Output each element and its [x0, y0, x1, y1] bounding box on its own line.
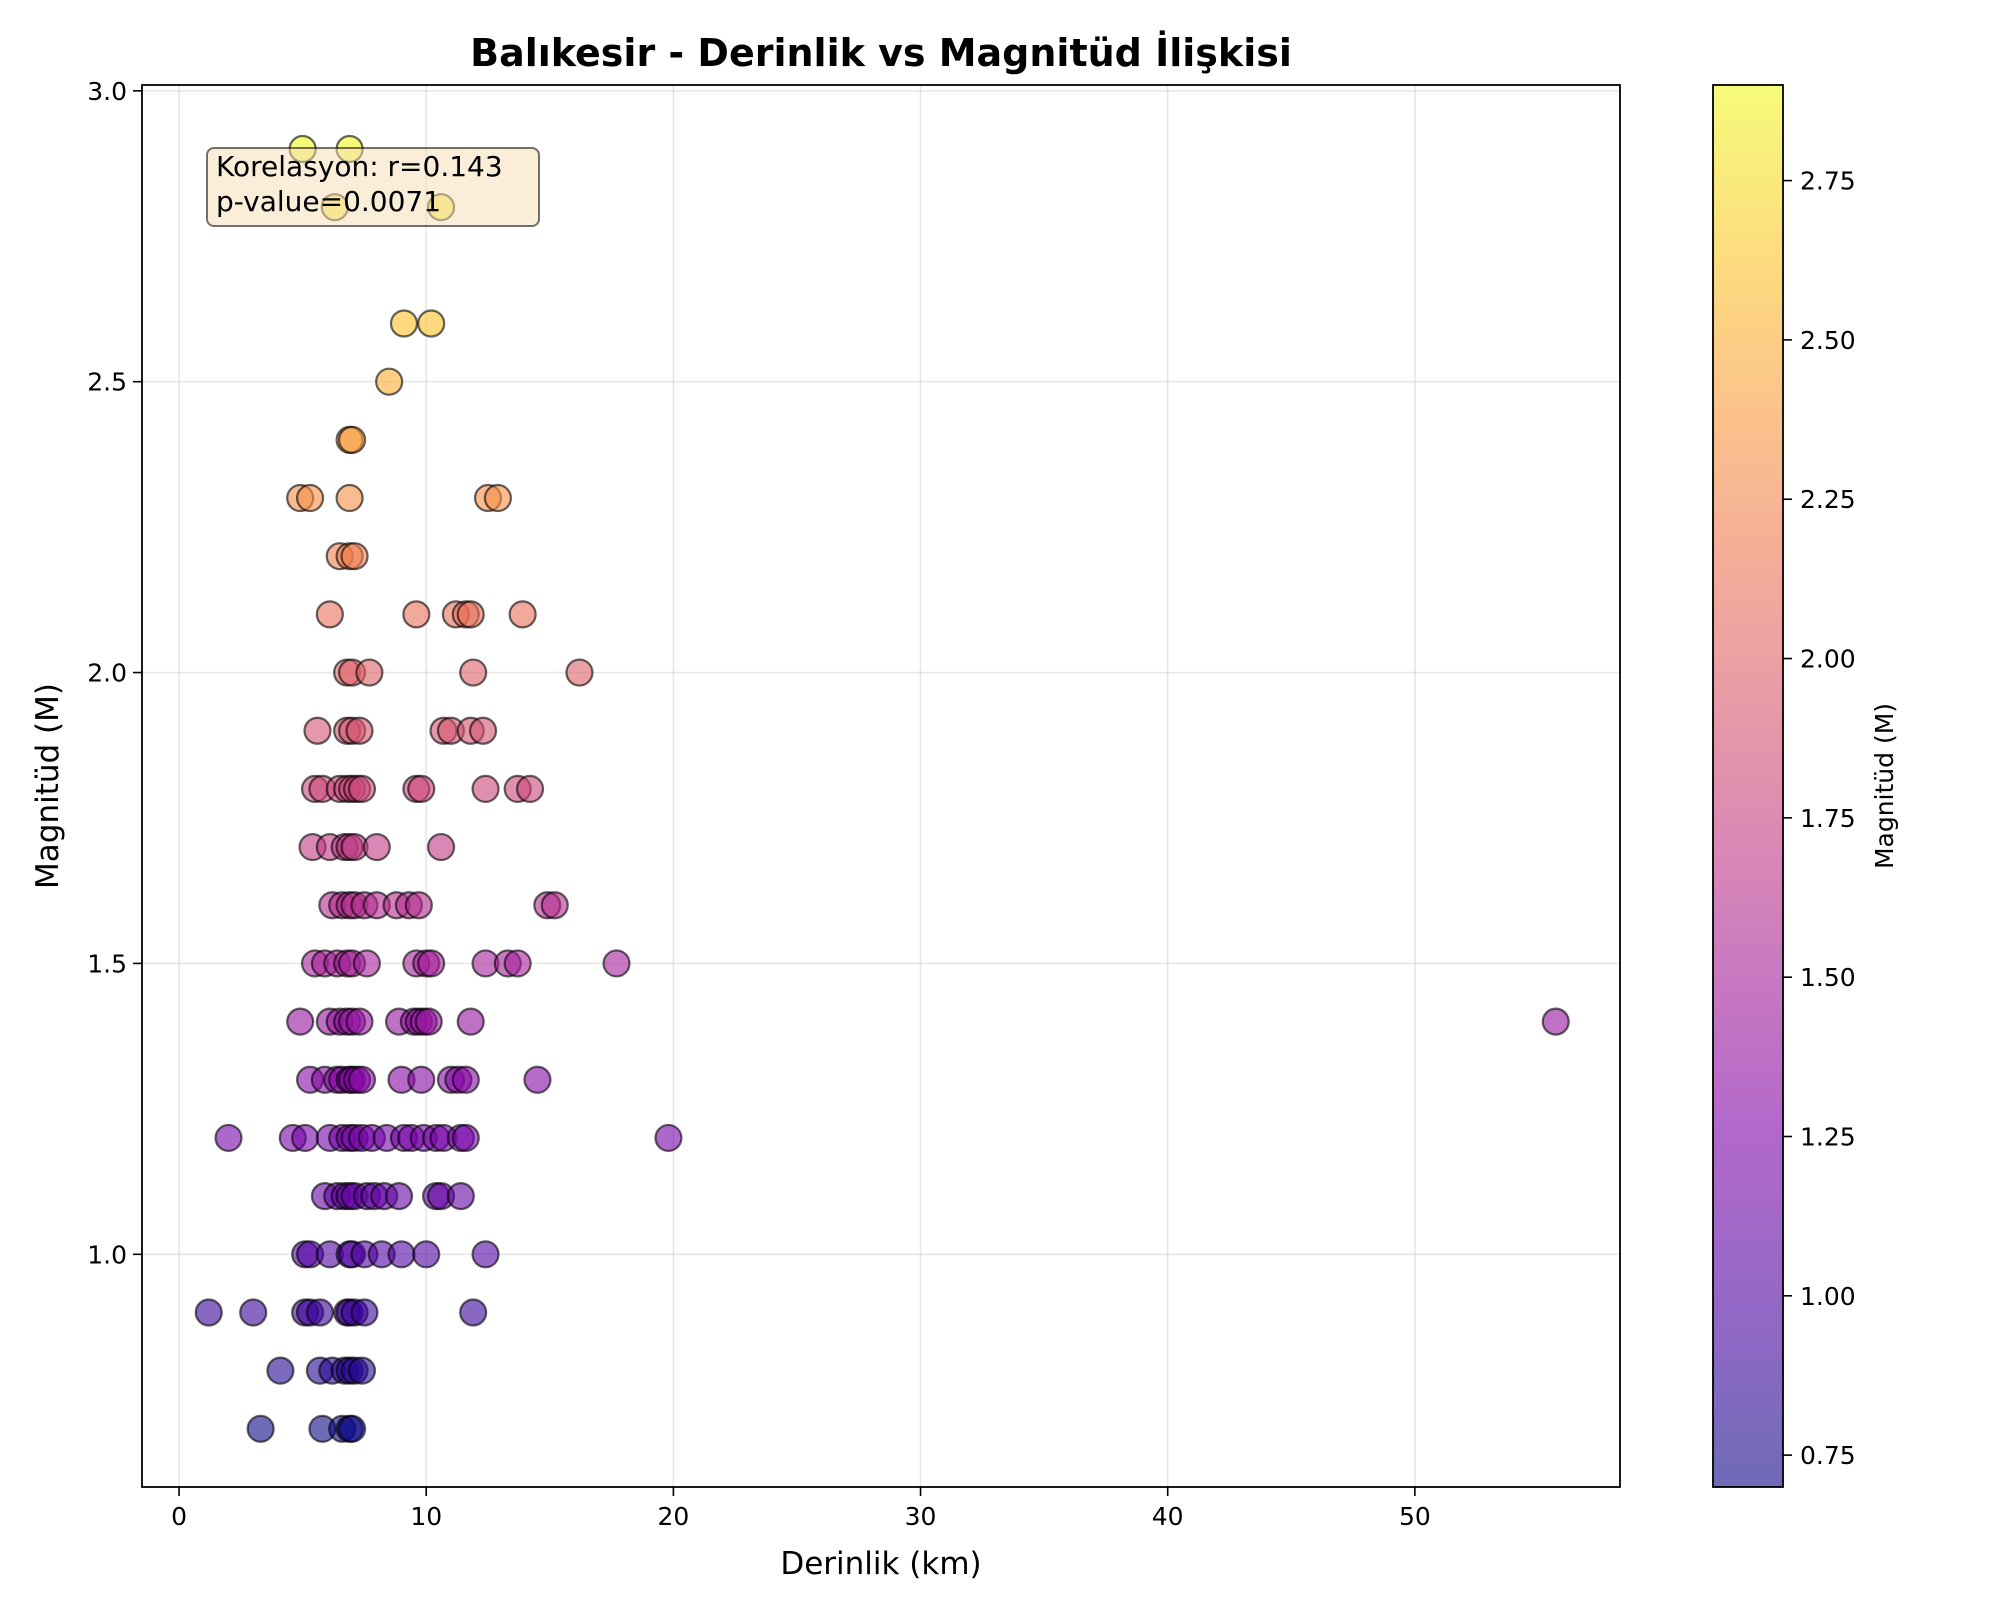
data-point — [468, 716, 498, 745]
data-point — [565, 658, 594, 687]
data-point — [1541, 1007, 1570, 1036]
chart-title: Balıkesir - Derinlik vs Magnitüd İlişkis… — [470, 31, 1292, 75]
data-point — [404, 891, 433, 920]
colorbar-gradient — [1713, 85, 1783, 1487]
colorbar-ticks: 0.75 1.00 1.25 1.50 1.75 2.00 2.25 2.50 2.75 — [1783, 167, 1856, 1470]
data-point — [355, 658, 384, 687]
data-point — [407, 1065, 436, 1094]
data-point — [350, 1298, 379, 1327]
x-tick-label: 30 — [905, 1502, 937, 1531]
data-point — [239, 1298, 268, 1327]
data-point — [286, 1007, 315, 1036]
data-point — [654, 1123, 683, 1153]
colorbar-tick-label: 2.25 — [1800, 485, 1856, 514]
data-point — [337, 1414, 367, 1443]
colorbar-tick-label: 0.75 — [1800, 1441, 1856, 1470]
data-point — [471, 774, 500, 804]
data-point — [414, 1007, 443, 1036]
plot-frame — [141, 84, 1621, 1488]
y-tick-label: 3.0 — [87, 77, 127, 106]
data-point — [347, 1065, 377, 1094]
colorbar-tick-label: 1.50 — [1800, 963, 1856, 992]
data-point — [337, 425, 367, 454]
data-point — [340, 542, 369, 571]
data-point — [305, 1298, 335, 1327]
data-point — [459, 658, 488, 687]
annotation-background — [206, 147, 540, 227]
colorbar-tick-label: 2.00 — [1800, 645, 1856, 674]
data-point — [426, 832, 456, 862]
data-point — [456, 600, 485, 629]
data-point — [347, 774, 377, 804]
data-point — [194, 1298, 223, 1327]
data-point — [451, 1065, 480, 1094]
colorbar-tick-label: 2.50 — [1800, 326, 1856, 355]
colorbar-tick-label: 2.75 — [1800, 167, 1856, 196]
data-point — [315, 600, 344, 629]
data-point — [291, 1123, 320, 1153]
y-tick-label: 1.0 — [87, 1240, 127, 1269]
x-tick-label: 50 — [1399, 1502, 1431, 1531]
data-point — [387, 1240, 416, 1269]
data-point — [483, 483, 513, 513]
data-point — [471, 1240, 500, 1269]
data-point — [295, 483, 325, 513]
annotation-correlation: Korelasyon: r=0.143 — [216, 150, 503, 183]
data-point — [446, 1182, 475, 1211]
data-point — [266, 1356, 295, 1385]
y-axis-label: Magnitüd (M) — [30, 683, 66, 889]
x-axis-label: Derinlik (km) — [780, 1546, 981, 1582]
data-point — [540, 891, 569, 920]
data-point — [389, 309, 419, 338]
x-tick-label: 40 — [1152, 1502, 1184, 1531]
y-tick-label: 2.0 — [87, 659, 127, 688]
annotation-box: Korelasyon: r=0.143 p-value=0.0071 — [206, 147, 540, 227]
data-points — [194, 134, 1570, 1443]
x-tick-label: 10 — [410, 1502, 442, 1531]
data-point — [345, 716, 374, 745]
colorbar-tick-label: 1.75 — [1800, 804, 1856, 833]
colorbar: 0.75 1.00 1.25 1.50 1.75 2.00 2.25 2.50 2.75 Mag… — [1712, 84, 1899, 1488]
data-point — [417, 309, 446, 338]
data-point — [602, 949, 631, 978]
colorbar-tick-label: 1.25 — [1800, 1123, 1856, 1152]
data-point — [417, 949, 446, 978]
data-point — [352, 949, 382, 978]
data-point — [451, 1123, 480, 1153]
data-point — [384, 1182, 414, 1211]
data-point — [345, 1007, 374, 1036]
data-point — [515, 774, 545, 804]
colorbar-frame — [1712, 84, 1784, 1488]
data-point — [246, 1414, 275, 1443]
x-tick-label: 20 — [657, 1502, 689, 1531]
data-point — [303, 716, 332, 745]
data-point — [412, 1240, 441, 1269]
x-tick-label: 0 — [171, 1502, 187, 1531]
data-point — [214, 1123, 243, 1153]
data-point — [335, 483, 364, 513]
data-point — [402, 600, 431, 629]
data-point — [523, 1065, 552, 1094]
y-tick-label: 2.5 — [87, 368, 127, 397]
data-point — [508, 600, 537, 629]
x-axis-ticks: 0 10 20 30 40 50 — [171, 1487, 1431, 1531]
data-point — [347, 1356, 377, 1385]
data-point — [459, 1298, 488, 1327]
data-point — [407, 774, 436, 804]
data-point — [375, 367, 404, 396]
data-point — [503, 949, 532, 978]
y-tick-label: 1.5 — [87, 949, 127, 978]
colorbar-tick-label: 1.00 — [1800, 1282, 1856, 1311]
data-point — [362, 832, 391, 862]
annotation-pvalue: p-value=0.0071 — [216, 185, 441, 218]
colorbar-label: Magnitüd (M) — [1870, 703, 1899, 869]
data-point — [456, 1007, 485, 1036]
y-axis-ticks: 1.0 1.5 2.0 2.5 3.0 — [87, 77, 142, 1269]
